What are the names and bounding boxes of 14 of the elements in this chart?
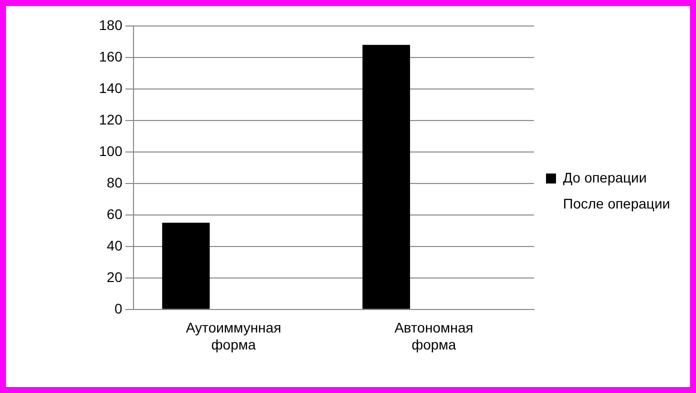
y-tick-label: 160 (99, 48, 123, 64)
y-tick-label: 80 (106, 174, 123, 190)
y-tick-label: 100 (99, 142, 123, 159)
text: После операции (563, 195, 670, 212)
legend-label: До операции (563, 169, 647, 186)
y-tick-label: 120 (99, 111, 123, 128)
y-tick-label: 20 (106, 268, 123, 285)
x-tick-label: Аутоиммунная форма (186, 320, 282, 352)
y-tick-label: 140 (99, 80, 123, 96)
y-tick-label: 60 (106, 206, 123, 222)
y-tick-label: 40 (106, 237, 123, 254)
x-tick-label: Автономная форма (394, 320, 474, 352)
y-tick-label: 180 (99, 16, 123, 33)
y-tick-label: 0 (114, 300, 123, 316)
